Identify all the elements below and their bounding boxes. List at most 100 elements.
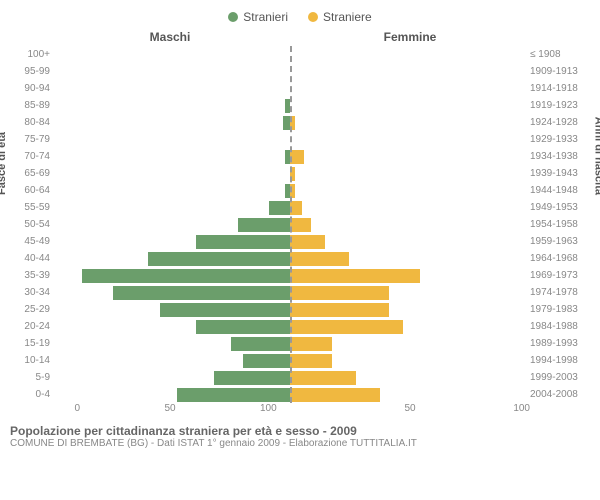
y-axis-left-title: Fasce di età <box>0 132 8 195</box>
header-female: Femmine <box>290 30 530 44</box>
pyramid-row: 20-24 1984-1988 <box>10 318 590 335</box>
male-side <box>54 150 290 164</box>
male-bar <box>160 303 290 317</box>
age-label: 5-9 <box>10 372 54 383</box>
male-side <box>54 48 290 62</box>
female-side <box>290 184 526 198</box>
birth-label: 1994-1998 <box>526 355 590 366</box>
swatch-male <box>228 12 238 22</box>
female-side <box>290 354 526 368</box>
male-bar <box>82 269 290 283</box>
female-side <box>290 235 526 249</box>
age-label: 80-84 <box>10 117 54 128</box>
pyramid-row: 0-42004-2008 <box>10 386 590 403</box>
female-side <box>290 65 526 79</box>
pyramid-row: 25-291979-1983 <box>10 301 590 318</box>
birth-label: 1974-1978 <box>526 287 590 298</box>
male-bar <box>238 218 290 232</box>
female-bar <box>290 354 332 368</box>
birth-label: 1964-1968 <box>526 253 590 264</box>
birth-label: 1954-1958 <box>526 219 590 230</box>
female-bar <box>290 337 332 351</box>
female-side <box>290 320 526 334</box>
female-bar <box>290 150 304 164</box>
x-tick: 100 <box>500 403 530 414</box>
x-tick: 100 <box>260 403 290 414</box>
male-bar <box>283 116 290 130</box>
birth-label: ≤ 1908 <box>526 49 590 60</box>
birth-label: 1999-2003 <box>526 372 590 383</box>
birth-label: 1914-1918 <box>526 83 590 94</box>
age-label: 25-29 <box>10 304 54 315</box>
pyramid-row: 35-391969-1973 <box>10 267 590 284</box>
age-label: 15-19 <box>10 338 54 349</box>
age-label: 10-14 <box>10 355 54 366</box>
birth-label: 1949-1953 <box>526 202 590 213</box>
male-bar <box>196 235 290 249</box>
birth-label: 1909-1913 <box>526 66 590 77</box>
legend: Stranieri Straniere <box>10 10 590 24</box>
population-pyramid: Fasce di età Anni di nascita 100+≤ 19089… <box>10 46 590 403</box>
female-bar <box>290 320 403 334</box>
legend-item-male: Stranieri <box>228 10 288 24</box>
age-label: 40-44 <box>10 253 54 264</box>
male-side <box>54 286 290 300</box>
birth-label: 1989-1993 <box>526 338 590 349</box>
female-side <box>290 133 526 147</box>
female-side <box>290 252 526 266</box>
birth-label: 1944-1948 <box>526 185 590 196</box>
female-side <box>290 371 526 385</box>
male-bar <box>148 252 290 266</box>
pyramid-row: 65-691939-1943 <box>10 165 590 182</box>
birth-label: 1984-1988 <box>526 321 590 332</box>
female-side <box>290 150 526 164</box>
pyramid-row: 80-841924-1928 <box>10 114 590 131</box>
birth-label: 1934-1938 <box>526 151 590 162</box>
male-side <box>54 269 290 283</box>
age-label: 75-79 <box>10 134 54 145</box>
age-label: 0-4 <box>10 389 54 400</box>
age-label: 20-24 <box>10 321 54 332</box>
y-axis-right-title: Anni di nascita <box>592 116 600 194</box>
female-bar <box>290 218 311 232</box>
male-bar <box>243 354 290 368</box>
male-side <box>54 65 290 79</box>
male-side <box>54 201 290 215</box>
male-bar <box>196 320 290 334</box>
pyramid-row: 5-9 1999-2003 <box>10 369 590 386</box>
age-label: 95-99 <box>10 66 54 77</box>
swatch-female <box>308 12 318 22</box>
male-side <box>54 388 290 402</box>
pyramid-row: 15-19 1989-1993 <box>10 335 590 352</box>
column-headers: Maschi Femmine <box>10 30 590 44</box>
male-side <box>54 184 290 198</box>
female-side <box>290 337 526 351</box>
pyramid-row: 95-99 1909-1913 <box>10 63 590 80</box>
x-tick <box>290 403 320 414</box>
male-side <box>54 167 290 181</box>
female-bar <box>290 252 349 266</box>
age-label: 100+ <box>10 49 54 60</box>
birth-label: 1919-1923 <box>526 100 590 111</box>
pyramid-row: 70-741934-1938 <box>10 148 590 165</box>
pyramid-row: 50-54 1954-1958 <box>10 216 590 233</box>
pyramid-row: 90-941914-1918 <box>10 80 590 97</box>
male-bar <box>231 337 290 351</box>
pyramid-row: 40-44 1964-1968 <box>10 250 590 267</box>
female-bar <box>290 303 389 317</box>
male-side <box>54 116 290 130</box>
female-side <box>290 116 526 130</box>
female-side <box>290 218 526 232</box>
male-bar <box>269 201 290 215</box>
male-bar <box>177 388 290 402</box>
birth-label: 1969-1973 <box>526 270 590 281</box>
chart-subtitle: COMUNE DI BREMBATE (BG) - Dati ISTAT 1° … <box>10 438 590 449</box>
male-side <box>54 218 290 232</box>
age-label: 50-54 <box>10 219 54 230</box>
age-label: 45-49 <box>10 236 54 247</box>
female-side <box>290 99 526 113</box>
birth-label: 1929-1933 <box>526 134 590 145</box>
legend-item-female: Straniere <box>308 10 372 24</box>
age-label: 60-64 <box>10 185 54 196</box>
female-side <box>290 286 526 300</box>
